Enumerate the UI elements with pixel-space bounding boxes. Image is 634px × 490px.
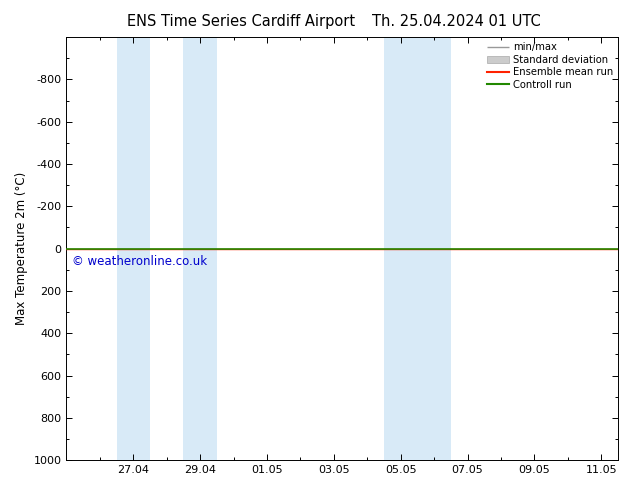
Bar (417, 37, 451, 460)
Text: Th. 25.04.2024 01 UTC: Th. 25.04.2024 01 UTC (372, 14, 541, 29)
Text: ENS Time Series Cardiff Airport: ENS Time Series Cardiff Airport (127, 14, 355, 29)
Y-axis label: Max Temperature 2m (°C): Max Temperature 2m (°C) (15, 172, 28, 325)
Bar (183, 37, 217, 460)
Legend: min/max, Standard deviation, Ensemble mean run, Controll run: min/max, Standard deviation, Ensemble me… (485, 40, 615, 92)
Bar (117, 37, 150, 460)
Bar (384, 37, 417, 460)
Text: © weatheronline.co.uk: © weatheronline.co.uk (72, 255, 207, 268)
